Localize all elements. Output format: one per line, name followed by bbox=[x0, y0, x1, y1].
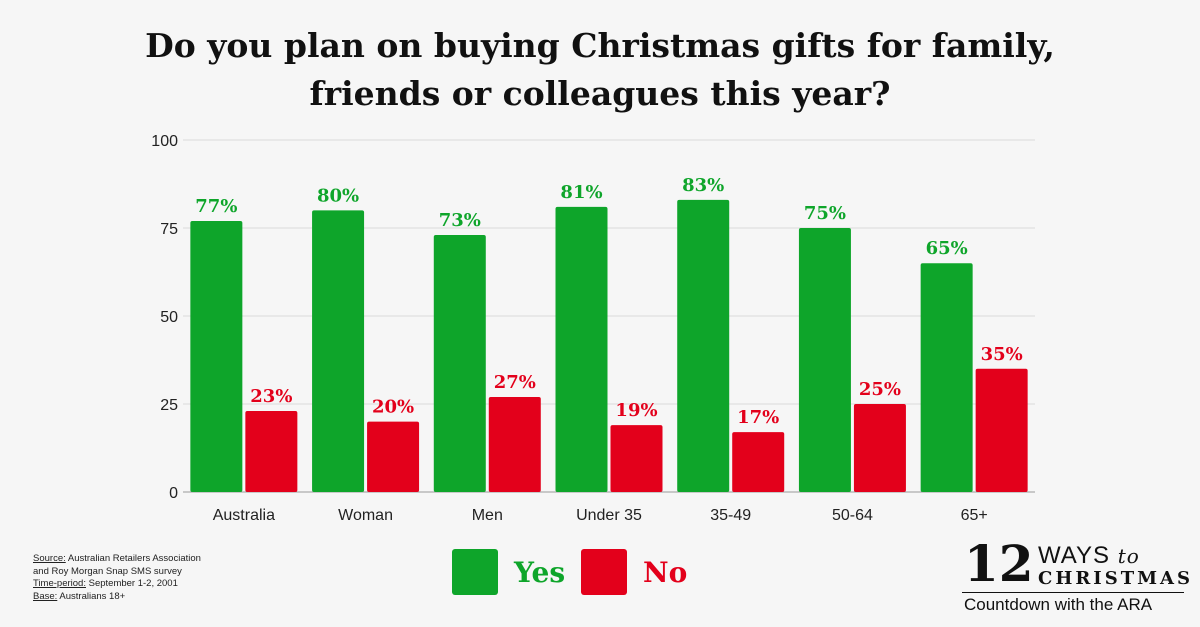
bar-yes bbox=[555, 206, 608, 492]
y-tick-label: 100 bbox=[151, 133, 178, 150]
bar-no bbox=[975, 368, 1028, 492]
bar-yes bbox=[190, 220, 243, 492]
base-text: Australians 18+ bbox=[57, 590, 126, 602]
data-label-no: 35% bbox=[981, 344, 1023, 365]
brand-number: 12 bbox=[964, 534, 1034, 593]
x-tick-label: 50-64 bbox=[832, 507, 873, 524]
legend-item-no: No bbox=[581, 548, 687, 596]
bar-yes bbox=[312, 210, 365, 492]
legend: Yes No bbox=[0, 548, 1200, 596]
source-text-a: Australian Retailers Association bbox=[65, 553, 201, 564]
x-tick-label: 35-49 bbox=[710, 507, 751, 524]
data-label-yes: 75% bbox=[804, 203, 846, 224]
bar-no bbox=[853, 404, 906, 492]
bar-chart: 0 25 50 75 100 77% 23% 80% 20% 73% 27% 81% 19% 83% 17… bbox=[151, 133, 1035, 524]
x-tick-label: Men bbox=[472, 507, 503, 524]
y-tick-label: 0 bbox=[169, 485, 178, 502]
x-tick-label: 65+ bbox=[961, 507, 988, 524]
chart-grid bbox=[183, 139, 1035, 493]
chart-title-line-1: Do you plan on buying Christmas gifts fo… bbox=[145, 26, 1055, 65]
data-label-yes: 80% bbox=[317, 185, 359, 206]
data-label-yes: 83% bbox=[682, 175, 724, 196]
period-label: Time-period: bbox=[33, 578, 86, 589]
brand-ways: WAYS bbox=[1038, 542, 1111, 569]
x-axis: Australia Woman Men Under 35 35-49 50-64 65+ bbox=[213, 507, 988, 524]
data-label-yes: 81% bbox=[560, 182, 602, 203]
bar-yes bbox=[920, 263, 973, 492]
data-label-no: 20% bbox=[372, 397, 414, 418]
data-label-yes: 73% bbox=[439, 210, 481, 231]
bar-no bbox=[367, 421, 420, 492]
brand-logo: 12 WAYS to CHRISTMAS Countdown with the … bbox=[962, 536, 1190, 616]
chart-title: Do you plan on buying Christmas gifts fo… bbox=[0, 22, 1200, 118]
legend-label-yes: Yes bbox=[514, 555, 566, 589]
data-label-no: 19% bbox=[615, 400, 657, 421]
bars: 77% 23% 80% 20% 73% 27% 81% 19% 83% 17% 75% 25% 65% 3… bbox=[190, 175, 1028, 493]
bar-no bbox=[732, 432, 785, 492]
base-label: Base: bbox=[33, 590, 58, 602]
brand-divider bbox=[962, 592, 1184, 593]
data-label-yes: 77% bbox=[195, 196, 237, 217]
y-axis: 0 25 50 75 100 bbox=[151, 133, 178, 502]
bar-no bbox=[488, 396, 541, 492]
data-label-no: 23% bbox=[250, 386, 292, 407]
bar-no bbox=[610, 425, 663, 492]
brand-to: to bbox=[1117, 544, 1140, 568]
brand-christmas: CHRISTMAS bbox=[1038, 568, 1193, 589]
y-tick-label: 75 bbox=[160, 221, 178, 238]
legend-swatch-no bbox=[581, 549, 627, 595]
bar-yes bbox=[798, 228, 851, 492]
legend-swatch-yes bbox=[452, 549, 498, 595]
x-tick-label: Under 35 bbox=[576, 507, 642, 524]
y-tick-label: 25 bbox=[160, 397, 178, 414]
period-text: September 1-2, 2001 bbox=[85, 578, 178, 589]
legend-item-yes: Yes bbox=[452, 548, 565, 596]
x-tick-label: Australia bbox=[213, 507, 275, 524]
bar-yes bbox=[677, 199, 730, 492]
y-tick-label: 50 bbox=[160, 309, 178, 326]
data-label-no: 27% bbox=[494, 372, 536, 393]
legend-label-no: No bbox=[643, 555, 688, 589]
x-tick-label: Woman bbox=[338, 507, 393, 524]
source-text-b: and Roy Morgan Snap SMS survey bbox=[33, 565, 182, 577]
chart-title-line-2: friends or colleagues this year? bbox=[309, 74, 891, 113]
brand-subtitle: Countdown with the ARA bbox=[964, 595, 1153, 614]
bar-yes bbox=[433, 235, 486, 493]
source-label: Source: bbox=[33, 553, 66, 564]
source-note: Source: Australian Retailers Association… bbox=[33, 553, 201, 603]
data-label-yes: 65% bbox=[926, 238, 968, 259]
bar-no bbox=[245, 411, 298, 492]
data-label-no: 25% bbox=[859, 379, 901, 400]
data-label-no: 17% bbox=[737, 407, 779, 428]
